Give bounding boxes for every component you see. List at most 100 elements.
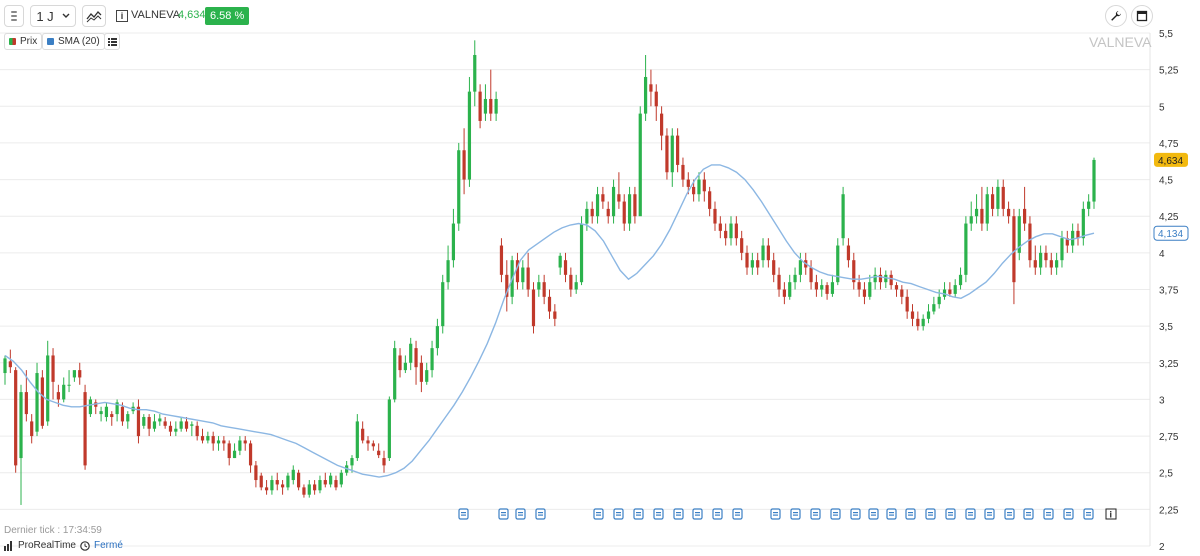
candle-body [654,91,658,107]
legend-sma[interactable]: SMA (20) [42,33,105,50]
brand-name: ProRealTime [18,540,76,551]
calendar-event-icon [925,508,936,520]
candle-body [1092,159,1096,202]
period-selector[interactable]: 1 J [30,5,76,27]
candle-body [393,348,397,400]
y-tick-label: 2 [1159,542,1165,553]
sma-line [4,164,1095,478]
legend-sma-label: SMA (20) [58,36,100,47]
candle-body [649,84,653,92]
candle-body [99,411,103,415]
info-icon[interactable]: i [116,10,128,22]
candle-body [425,370,429,382]
candle-body [398,355,402,371]
settings-button[interactable] [1105,5,1127,27]
candle-body [793,274,797,283]
candle-body [120,406,125,422]
indicator-list-button[interactable] [104,33,120,50]
candle-body [216,440,221,444]
calendar-event-icon [868,508,879,520]
candle-body [782,289,786,297]
candle-body [297,472,301,488]
candle-body [142,417,146,426]
candle-body [195,425,199,437]
candle-body [820,285,824,290]
calendar-event-icon [945,508,956,520]
candle-body [953,285,957,294]
candle-body [280,484,285,488]
candle-body [660,113,664,136]
candle-body [846,245,851,261]
candle-body [900,289,904,297]
grip-icon [11,11,17,21]
candle-body [355,421,359,459]
candle-body [206,436,210,441]
candle-body [905,296,909,312]
candle-body [740,238,744,253]
symbol-name: VALNEVA [131,9,181,21]
y-tick-label: 5 [1159,102,1165,113]
market-status: Fermé [93,540,123,551]
candle-body [553,311,557,319]
candle-body [873,274,877,283]
calendar-event-icon [830,508,841,520]
candle-body [1017,216,1021,253]
candle-body [259,475,263,488]
grip-button[interactable] [4,5,24,27]
candle-body [222,440,226,444]
candle-body [361,428,365,441]
legend-price[interactable]: Prix [4,33,43,50]
y-tick-label: 2,75 [1159,432,1179,443]
y-tick-label: 5,25 [1159,66,1179,77]
candle-body [62,384,66,400]
candle-body [809,267,813,283]
period-label: 1 J [36,8,54,24]
candle-body [307,484,311,495]
chart-type-button[interactable] [82,5,106,27]
candle-body [729,223,733,239]
candle-body [836,245,840,283]
candle-body [910,311,915,319]
calendar-event-icon [535,508,546,520]
candle-body [1076,230,1080,239]
candle-body [708,191,712,209]
calendar-event-icon [790,508,801,520]
calendar-event-icon [732,508,743,520]
candle-body [526,267,530,290]
last-price: 4,634 [178,9,206,21]
candle-body [30,421,34,437]
candle-body [862,289,867,297]
candle-body [270,480,274,491]
candle-body [302,487,306,495]
calendar-event-icon [1004,508,1015,520]
candle-body [969,216,973,224]
candle-body [104,406,109,418]
candle-body [595,194,600,217]
candle-body [211,436,215,444]
candle-body [8,361,12,368]
candle-body [1012,216,1016,283]
candle-body [772,260,776,275]
candle-body [627,194,632,224]
candle-body [1060,238,1064,261]
candle-body [788,282,792,297]
candle-body [174,428,178,432]
candle-body [718,223,722,231]
calendar-event-icon [1063,508,1074,520]
y-tick-label: 3,75 [1159,286,1179,297]
candle-body [473,54,477,92]
candle-body [505,274,509,297]
candle-body [72,370,76,378]
sma-tag-label: 4,134 [1158,229,1183,240]
candle-body [19,392,23,459]
y-tick-label: 4,5 [1159,176,1173,187]
candle-body [734,223,738,239]
calendar-event-icon [984,508,995,520]
y-tick-label: 3,5 [1159,322,1173,333]
candle-body [286,475,290,488]
calendar-event-icon [850,508,861,520]
candle-body [1055,260,1059,268]
window-button[interactable] [1131,5,1153,27]
candle-body [996,186,1000,209]
